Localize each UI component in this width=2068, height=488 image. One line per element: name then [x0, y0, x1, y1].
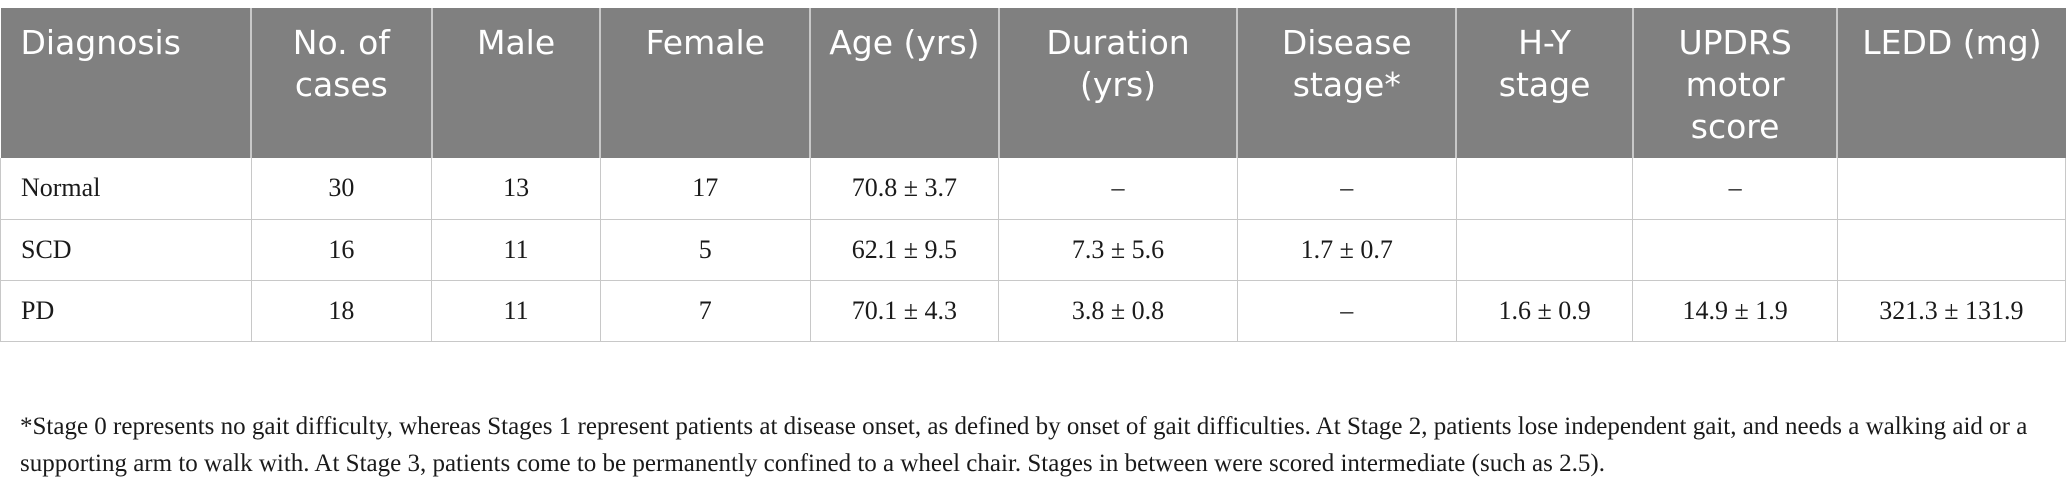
cell-hy-stage: 1.6 ± 0.9	[1456, 280, 1633, 341]
cell-no-of-cases: 30	[251, 158, 432, 219]
cell-hy-stage	[1456, 219, 1633, 280]
cell-duration: 3.8 ± 0.8	[999, 280, 1238, 341]
cell-diagnosis: SCD	[1, 219, 252, 280]
cell-ledd: 321.3 ± 131.9	[1837, 280, 2065, 341]
table-header: Diagnosis No. of cases Male Female Age (…	[1, 8, 2066, 158]
header-male: Male	[432, 8, 601, 158]
cell-age: 70.8 ± 3.7	[810, 158, 999, 219]
table-footnote: *Stage 0 represents no gait difficulty, …	[20, 408, 2050, 482]
cell-ledd	[1837, 219, 2065, 280]
cell-female: 5	[600, 219, 810, 280]
cell-diagnosis: Normal	[1, 158, 252, 219]
cell-female: 17	[600, 158, 810, 219]
header-age: Age (yrs)	[810, 8, 999, 158]
header-female: Female	[600, 8, 810, 158]
cell-age: 62.1 ± 9.5	[810, 219, 999, 280]
cell-duration: 7.3 ± 5.6	[999, 219, 1238, 280]
table-row: PD 18 11 7 70.1 ± 4.3 3.8 ± 0.8 – 1.6 ± …	[1, 280, 2066, 341]
cell-male: 11	[432, 219, 601, 280]
cell-duration: –	[999, 158, 1238, 219]
cell-male: 13	[432, 158, 601, 219]
header-updrs-motor-score: UPDRS motor score	[1633, 8, 1837, 158]
cell-disease-stage: –	[1237, 158, 1456, 219]
cell-hy-stage	[1456, 158, 1633, 219]
table-row: SCD 16 11 5 62.1 ± 9.5 7.3 ± 5.6 1.7 ± 0…	[1, 219, 2066, 280]
cell-disease-stage: 1.7 ± 0.7	[1237, 219, 1456, 280]
header-duration: Duration (yrs)	[999, 8, 1238, 158]
cell-female: 7	[600, 280, 810, 341]
cell-updrs-motor-score: 14.9 ± 1.9	[1633, 280, 1837, 341]
cell-diagnosis: PD	[1, 280, 252, 341]
table-body: Normal 30 13 17 70.8 ± 3.7 – – – SCD 16 …	[1, 158, 2066, 341]
demographics-table-container: Diagnosis No. of cases Male Female Age (…	[0, 8, 2066, 342]
header-ledd: LEDD (mg)	[1837, 8, 2065, 158]
cell-male: 11	[432, 280, 601, 341]
cell-ledd	[1837, 158, 2065, 219]
demographics-table: Diagnosis No. of cases Male Female Age (…	[0, 8, 2066, 342]
cell-disease-stage: –	[1237, 280, 1456, 341]
cell-age: 70.1 ± 4.3	[810, 280, 999, 341]
header-diagnosis: Diagnosis	[1, 8, 252, 158]
header-no-of-cases: No. of cases	[251, 8, 432, 158]
header-disease-stage: Disease stage*	[1237, 8, 1456, 158]
header-hy-stage: H-Y stage	[1456, 8, 1633, 158]
header-row: Diagnosis No. of cases Male Female Age (…	[1, 8, 2066, 158]
cell-no-of-cases: 16	[251, 219, 432, 280]
cell-no-of-cases: 18	[251, 280, 432, 341]
cell-updrs-motor-score	[1633, 219, 1837, 280]
cell-updrs-motor-score: –	[1633, 158, 1837, 219]
table-row: Normal 30 13 17 70.8 ± 3.7 – – –	[1, 158, 2066, 219]
